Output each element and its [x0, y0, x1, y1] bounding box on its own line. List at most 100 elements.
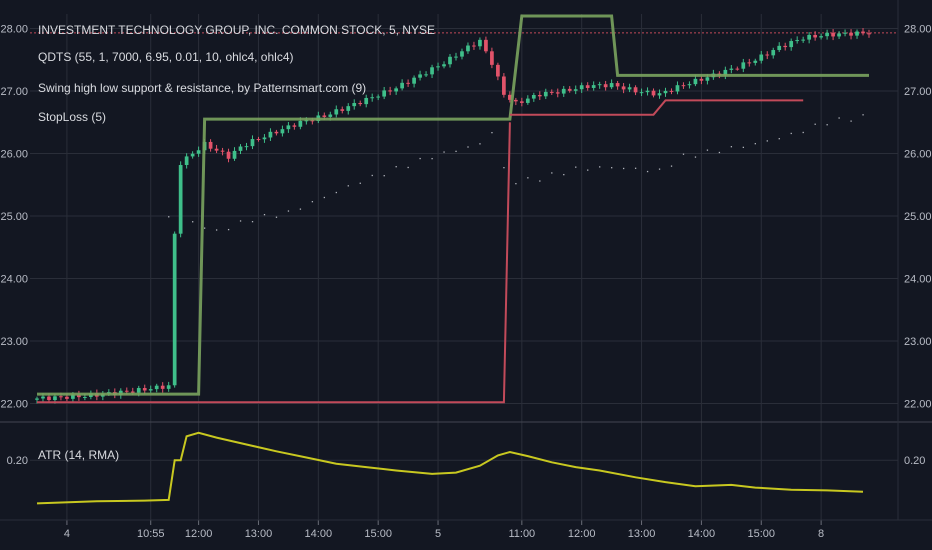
candle [382, 86, 387, 100]
candle-body [220, 150, 225, 152]
candle [759, 50, 764, 64]
time-tick-label: 11:00 [508, 528, 535, 540]
candle-body [370, 97, 375, 99]
candle-body [388, 90, 393, 92]
candle-body [166, 385, 171, 389]
dot-marker [766, 140, 768, 142]
legend-stoploss[interactable]: StopLoss (5) [38, 110, 106, 124]
price-tick-label-left: 25.00 [0, 211, 28, 223]
time-tick-label: 13:00 [245, 528, 273, 540]
candle-body [813, 34, 817, 38]
candle-body [573, 89, 578, 91]
candle-body [382, 90, 387, 97]
dot-marker [826, 124, 828, 126]
candle [418, 70, 422, 81]
candle-body [196, 150, 201, 154]
candle-body [148, 389, 153, 391]
candle [819, 33, 823, 40]
candle-body [621, 86, 626, 90]
candle-body [837, 33, 841, 37]
candle [460, 48, 464, 60]
candle [693, 75, 698, 87]
candle [789, 38, 794, 51]
candle-body [801, 39, 806, 41]
candle-body [41, 396, 45, 399]
candle [777, 42, 782, 53]
dot-marker [251, 221, 254, 223]
dot-marker [814, 123, 816, 125]
candle [250, 135, 255, 150]
legend-atr[interactable]: ATR (14, RMA) [38, 448, 119, 462]
candle [795, 36, 800, 44]
price-tick-label-left: 24.00 [0, 274, 28, 286]
dot-marker [527, 177, 529, 179]
dot-marker [431, 157, 433, 160]
dot-marker [634, 167, 637, 169]
candle [609, 79, 614, 90]
legend-title[interactable]: INVESTMENT TECHNOLOGY GROUP, INC. COMMON… [38, 23, 435, 37]
candle-body [508, 94, 512, 100]
candle [274, 129, 279, 136]
candle [801, 36, 806, 43]
candle-body [35, 398, 39, 400]
dot-marker [347, 185, 349, 187]
dot-marker [622, 167, 625, 170]
candle-body [663, 90, 668, 94]
time-tick-label: 4 [64, 528, 70, 540]
legend-swing[interactable]: Swing high low support & resistance, by … [38, 81, 366, 95]
dot-marker [275, 216, 278, 218]
time-tick-label: 15:00 [364, 528, 392, 540]
candle [154, 383, 159, 393]
candle [627, 83, 632, 93]
candle-body [681, 85, 686, 87]
candle [729, 64, 734, 74]
time-tick-label: 13:00 [628, 528, 656, 540]
candle-body [448, 56, 452, 65]
candle [537, 91, 542, 101]
candle-body [238, 146, 243, 151]
candle [190, 151, 195, 159]
candle-body [699, 78, 704, 81]
stoploss-line [509, 99, 804, 116]
candle-body [855, 31, 859, 36]
candle [442, 61, 446, 69]
candle-body [519, 101, 524, 103]
candle [226, 148, 231, 163]
candle [340, 106, 345, 114]
candle-body [292, 125, 297, 127]
price-tick-label-left: 26.00 [0, 149, 28, 161]
candle [657, 89, 662, 99]
stoploss-lines [37, 99, 804, 404]
candle-body [478, 39, 482, 47]
candle [633, 85, 638, 96]
candle-body [579, 85, 584, 90]
dot-marker [611, 167, 613, 169]
candle-body [310, 120, 315, 122]
price-axis-left: 28.00 27.00 26.00 25.00 24.00 23.00 22.00 [0, 24, 28, 411]
dot-marker [551, 172, 553, 174]
candle [513, 97, 518, 106]
candle-body [124, 390, 129, 392]
legend-qdts[interactable]: QDTS (55, 1, 7000, 6.95, 0.01, 10, ohlc4… [38, 50, 294, 64]
candle [178, 161, 183, 238]
time-tick-label: 15:00 [747, 528, 775, 540]
candle-body [651, 90, 656, 96]
candle [645, 87, 650, 96]
candle-body [549, 91, 554, 93]
candle [430, 64, 434, 79]
candle-body [394, 88, 398, 92]
candle-body [268, 131, 273, 138]
price-tick-label-left: 28.00 [0, 24, 28, 36]
candle-body [190, 153, 195, 157]
dot-marker [407, 166, 409, 169]
candle [651, 88, 656, 98]
candle [687, 81, 692, 89]
candle [424, 71, 428, 77]
candle [741, 58, 746, 73]
candle [669, 88, 674, 95]
dot-marker [694, 156, 697, 158]
candle-body [843, 32, 847, 34]
candle-body [729, 68, 734, 70]
candle-body [53, 396, 57, 401]
